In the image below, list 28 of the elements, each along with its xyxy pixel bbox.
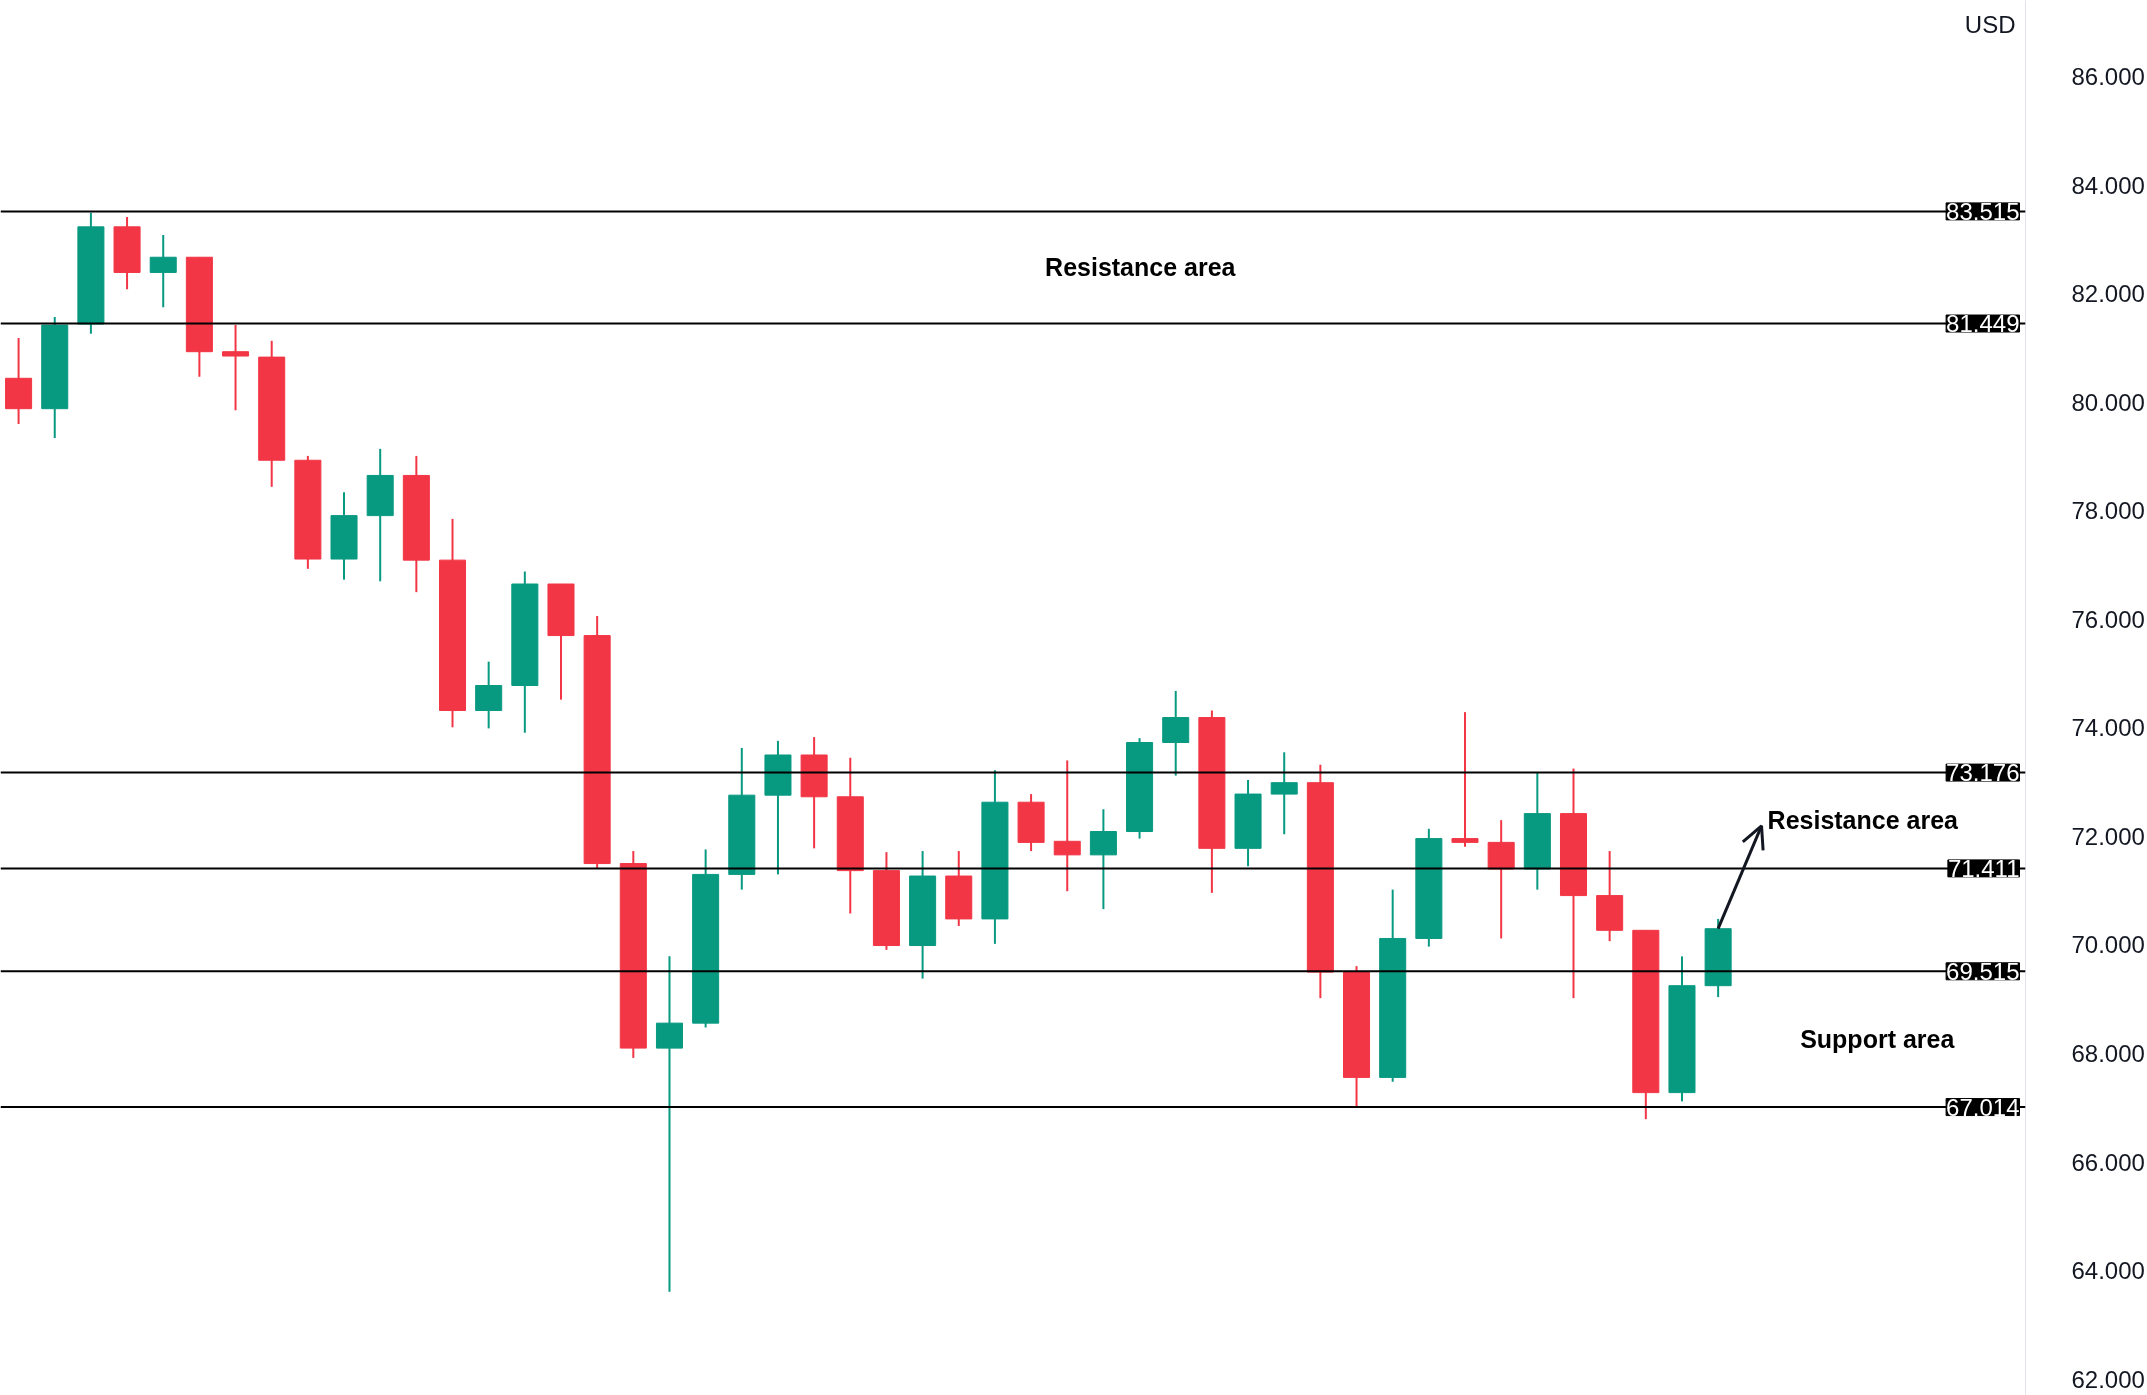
candlestick (222, 324, 250, 412)
y-tick-label: 78.000 (2071, 497, 2145, 525)
annotation: Resistance area (1767, 806, 1960, 835)
ref-line-label: 69.515 (1946, 957, 2020, 985)
candlestick (1053, 759, 1081, 893)
y-tick-label: 68.000 (2071, 1040, 2145, 1068)
y-tick-label: 86.000 (2071, 62, 2145, 90)
y-tick-label: 76.000 (2071, 605, 2145, 633)
y-axis-title: USD (1964, 10, 2016, 38)
y-tick-label: 74.000 (2071, 714, 2145, 742)
y-tick-label: 82.000 (2071, 280, 2145, 308)
candlestick (1270, 751, 1298, 836)
ref-line-label: 71.411 (1947, 854, 2020, 882)
y-tick-label: 70.000 (2071, 931, 2145, 959)
y-tick-label: 84.000 (2071, 171, 2145, 199)
ref-line-label: 83.515 (1946, 197, 2020, 225)
y-tick-label: 80.000 (2071, 388, 2145, 416)
ref-line-label: 67.014 (1946, 1093, 2020, 1121)
annotation: Resistance area (1045, 253, 1237, 282)
y-tick-label: 72.000 (2071, 822, 2145, 850)
y-tick-label: 66.000 (2071, 1148, 2145, 1176)
candlestick (655, 955, 683, 1293)
ref-line-label: 81.449 (1946, 310, 2020, 338)
annotation: Support area (1800, 1025, 1956, 1054)
y-tick-label: 64.000 (2071, 1257, 2145, 1285)
ref-line-label: 73.176 (1946, 759, 2020, 787)
candlestick (1451, 711, 1479, 848)
y-tick-label: 62.000 (2071, 1365, 2145, 1393)
